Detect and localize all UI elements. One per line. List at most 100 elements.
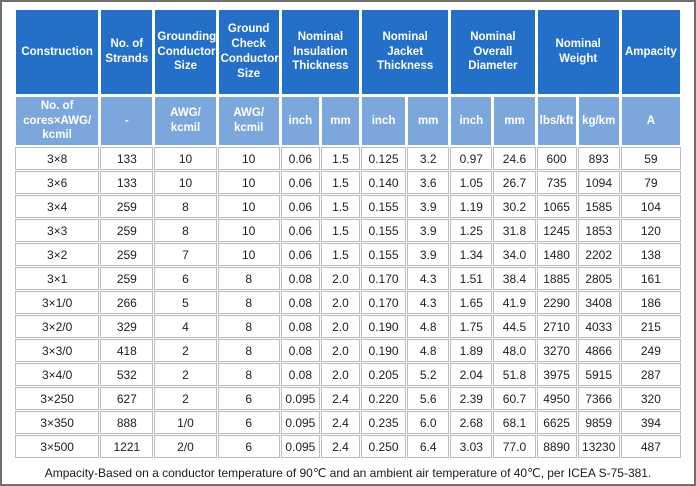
table-cell: 2.0: [320, 315, 360, 338]
table-cell: 0.095: [280, 411, 320, 434]
unit-header: lbs/kft: [536, 96, 577, 146]
table-cell: 1.19: [450, 195, 493, 218]
table-cell: 2/0: [154, 435, 217, 458]
table-cell: 8: [154, 219, 217, 242]
table-header: Construction No. of Strands Grounding Cond…: [15, 9, 681, 146]
row-label: 3×3/0: [15, 339, 100, 362]
table-cell: 249: [620, 339, 681, 362]
table-cell: 1.5: [320, 219, 360, 242]
table-cell: 0.08: [280, 315, 320, 338]
table-cell: 30.2: [493, 195, 536, 218]
table-cell: 259: [100, 195, 154, 218]
row-label: 3×3: [15, 219, 100, 242]
table-cell: 1221: [100, 435, 154, 458]
table-cell: 735: [536, 171, 577, 194]
unit-header: kg/km: [577, 96, 620, 146]
unit-header: mm: [320, 96, 360, 146]
table-cell: 3408: [577, 291, 620, 314]
table-cell: 10: [217, 219, 280, 242]
column-header: No. of Strands: [100, 9, 154, 95]
table-cell: 0.095: [280, 387, 320, 410]
table-cell: 2.0: [320, 267, 360, 290]
table-cell: 215: [620, 315, 681, 338]
table-cell: 2.68: [450, 411, 493, 434]
unit-header: mm: [407, 96, 450, 146]
unit-header: inch: [450, 96, 493, 146]
column-header: Nominal Weight: [536, 9, 620, 95]
table-row: 3×1 259 6 8 0.08 2.0 0.170 4.3 1.51 38.4 1885 2805 1…: [15, 267, 681, 290]
unit-header: No. of cores×AWG/ kcmil: [15, 96, 100, 146]
table-cell: 38.4: [493, 267, 536, 290]
row-label: 3×2/0: [15, 315, 100, 338]
table-row: 3×6 133 10 10 0.06 1.5 0.140 3.6 1.05 26.7 735 1094…: [15, 171, 681, 194]
table-cell: 161: [620, 267, 681, 290]
column-header: Ampacity: [620, 9, 681, 95]
column-header: Ground Check Conductor Size: [217, 9, 280, 95]
table-cell: 6625: [536, 411, 577, 434]
table-cell: 600: [536, 147, 577, 170]
table-row: 3×350 888 1/0 6 0.095 2.4 0.235 6.0 2.68 68.1 6625…: [15, 411, 681, 434]
table-cell: 2.0: [320, 363, 360, 386]
table-cell: 0.97: [450, 147, 493, 170]
table-cell: 60.7: [493, 387, 536, 410]
table-cell: 259: [100, 267, 154, 290]
table-cell: 6: [217, 411, 280, 434]
column-header: Grounding Conductor Size: [154, 9, 217, 95]
table-cell: 0.06: [280, 171, 320, 194]
table-cell: 888: [100, 411, 154, 434]
table-cell: 0.06: [280, 243, 320, 266]
table-cell: 394: [620, 411, 681, 434]
unit-header: A: [620, 96, 681, 146]
table-cell: 2.4: [320, 387, 360, 410]
table-cell: 4.3: [407, 267, 450, 290]
table-cell: 5915: [577, 363, 620, 386]
table-cell: 0.08: [280, 267, 320, 290]
unit-header: inch: [280, 96, 320, 146]
table-cell: 2710: [536, 315, 577, 338]
row-label: 3×6: [15, 171, 100, 194]
table-cell: 2.0: [320, 291, 360, 314]
table-cell: 59: [620, 147, 681, 170]
table-cell: 1.5: [320, 171, 360, 194]
table-cell: 0.155: [361, 243, 407, 266]
table-container: Construction No. of Strands Grounding Cond…: [14, 8, 682, 480]
table-cell: 10: [217, 243, 280, 266]
table-cell: 1.05: [450, 171, 493, 194]
table-cell: 9859: [577, 411, 620, 434]
table-cell: 133: [100, 171, 154, 194]
table-cell: 0.220: [361, 387, 407, 410]
table-cell: 1.51: [450, 267, 493, 290]
table-cell: 10: [154, 147, 217, 170]
table-cell: 77.0: [493, 435, 536, 458]
table-cell: 0.08: [280, 363, 320, 386]
header-row-groups: Construction No. of Strands Grounding Cond…: [15, 9, 681, 95]
column-header: Construction: [15, 9, 100, 95]
table-cell: 1.34: [450, 243, 493, 266]
table-cell: 44.5: [493, 315, 536, 338]
table-cell: 1.65: [450, 291, 493, 314]
table-cell: 34.0: [493, 243, 536, 266]
table-cell: 1.89: [450, 339, 493, 362]
table-row: 3×500 1221 2/0 6 0.095 2.4 0.250 6.4 3.03 77.0 889…: [15, 435, 681, 458]
table-cell: 2.04: [450, 363, 493, 386]
table-cell: 120: [620, 219, 681, 242]
table-cell: 186: [620, 291, 681, 314]
table-cell: 3270: [536, 339, 577, 362]
table-cell: 532: [100, 363, 154, 386]
unit-header: AWG/ kcmil: [217, 96, 280, 146]
table-cell: 6: [217, 387, 280, 410]
table-cell: 3.9: [407, 219, 450, 242]
table-cell: 6: [217, 435, 280, 458]
table-cell: 8: [217, 339, 280, 362]
table-body: 3×8 133 10 10 0.06 1.5 0.125 3.2 0.97 24.6 600 893 5…: [15, 147, 681, 458]
table-cell: 0.170: [361, 291, 407, 314]
table-cell: 5.2: [407, 363, 450, 386]
table-cell: 4.8: [407, 315, 450, 338]
table-cell: 24.6: [493, 147, 536, 170]
column-header: Nominal Overall Diameter: [450, 9, 536, 95]
table-row: 3×2 259 7 10 0.06 1.5 0.155 3.9 1.34 34.0 1480 2202…: [15, 243, 681, 266]
table-cell: 5.6: [407, 387, 450, 410]
table-row: 3×1/0 266 5 8 0.08 2.0 0.170 4.3 1.65 41.9 2290 340…: [15, 291, 681, 314]
column-header: Nominal Jacket Thickness: [361, 9, 450, 95]
